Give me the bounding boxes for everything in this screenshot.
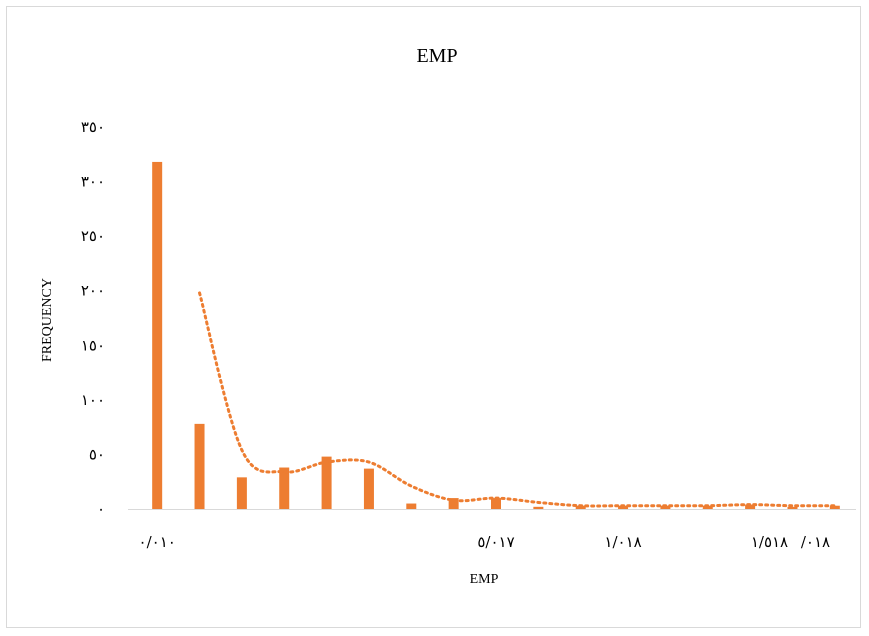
- bar: [745, 504, 756, 509]
- y-tick-label: ١٥٠: [81, 336, 105, 354]
- bar: [660, 505, 671, 509]
- bar: [236, 477, 247, 509]
- bar: [491, 498, 501, 509]
- bar: [575, 505, 586, 509]
- bar: [321, 456, 332, 509]
- trendline: [198, 291, 837, 508]
- y-tick-labels: ٠ ٥٠ ١٠٠ ١٥٠ ٢٠٠ ٢٥٠ ٣٠٠ ٣٥٠: [81, 118, 105, 518]
- x-axis-title: EMP: [470, 572, 499, 587]
- y-tick-label: ٢٠٠: [81, 282, 105, 300]
- y-tick-label: ٢٥٠: [81, 227, 105, 245]
- x-tick-labels: ٠/٠١٠ ٥/٠١٧ ١/٠١٨ ١/٥١٨/٠١٨: [139, 533, 831, 551]
- x-tick-label: ١/٠١٨: [604, 533, 641, 551]
- x-tick-label: ٥/٠١٧: [477, 533, 514, 551]
- y-tick-label: ٥٠: [89, 445, 105, 463]
- bar: [363, 468, 374, 509]
- y-tick-label: ٣٥٠: [81, 118, 105, 136]
- bar: [152, 161, 163, 509]
- bar: [829, 505, 840, 509]
- y-tick-label: ٣٠٠: [81, 173, 105, 191]
- bar: [406, 503, 417, 509]
- x-tick-label: ١/٥١٨: [751, 533, 788, 551]
- bar: [787, 506, 798, 509]
- x-tick-label: /٠١٨: [801, 533, 830, 551]
- chart-title: EMP: [416, 45, 457, 67]
- bar: [279, 467, 290, 509]
- bars: [152, 161, 840, 509]
- x-tick-label: ٠/٠١٠: [139, 533, 176, 551]
- y-tick-label: ١٠٠: [81, 391, 105, 409]
- bar: [194, 423, 205, 509]
- bar: [702, 505, 713, 509]
- chart-frame: [6, 6, 861, 628]
- bar: [448, 498, 459, 509]
- y-tick-label: ٠: [97, 500, 105, 518]
- y-axis-title: FREQUENCY: [40, 278, 55, 362]
- bar: [533, 506, 544, 509]
- bar: [618, 505, 629, 509]
